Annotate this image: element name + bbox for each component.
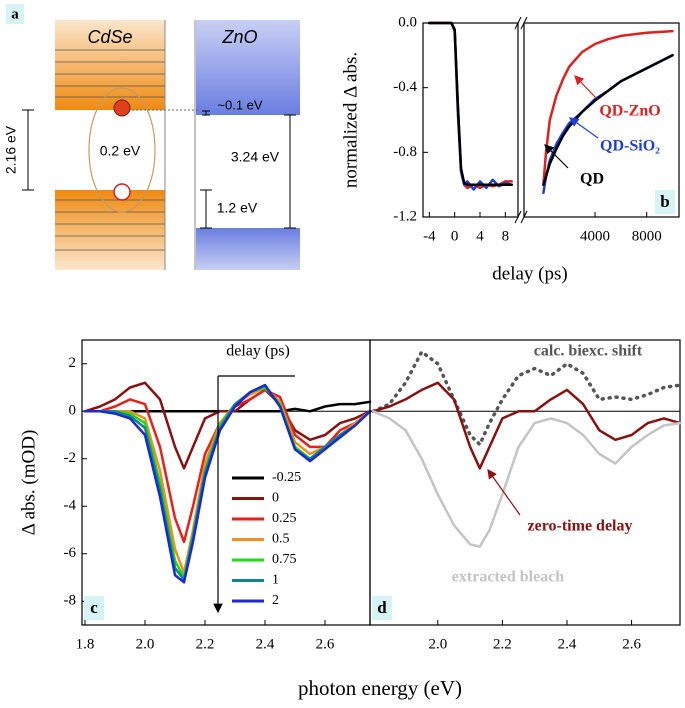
cdse-valence-band: [55, 190, 165, 270]
y-tick-label: -2: [64, 450, 77, 466]
legend-bracket: [218, 375, 295, 612]
energy-label: 2.16 eV: [3, 125, 19, 174]
y-tick-label: -1.2: [393, 208, 417, 224]
plots: 0.0 -0.4 -0.8 -1.2 -4 0 4 8 normalized Δ abs. 400…: [18, 14, 682, 700]
label-arrow: [487, 469, 521, 516]
panel-label-box: [655, 190, 675, 214]
panel-label-box: [6, 4, 24, 24]
energy-label: 3.24 eV: [231, 149, 280, 165]
y-tick-label: -4: [64, 498, 77, 514]
label-arrow: [544, 144, 569, 169]
plot-frame: [422, 22, 519, 218]
x-tick-label: 1.8: [76, 636, 95, 652]
panel-label-box: [372, 596, 392, 620]
x-tick-label: -4: [423, 228, 436, 244]
x-tick-label: 2.2: [493, 636, 512, 652]
label-arrow: [569, 117, 599, 139]
series-line: [83, 400, 372, 413]
x-tick-label: 2.0: [428, 636, 447, 652]
legend-label: 1: [272, 573, 279, 588]
label-arrow: [574, 75, 597, 99]
legend-label: 0.75: [272, 552, 297, 567]
x-tick-label: 8: [502, 228, 510, 244]
series-line: [542, 54, 674, 195]
y-tick-label: -8: [64, 593, 77, 609]
plot-frame: [369, 339, 681, 626]
plot-frame: [81, 339, 371, 626]
panel-label: b: [660, 192, 669, 211]
series-line: [83, 383, 372, 582]
x-axis-title: photon energy (eV): [298, 676, 462, 700]
series-line: [428, 21, 513, 190]
y-tick-label: -0.8: [393, 144, 417, 160]
series-line: [371, 381, 682, 470]
series-label: zero-time delay: [528, 518, 633, 535]
hole: [113, 183, 131, 201]
y-tick-label: -0.4: [393, 79, 417, 95]
x-tick-label: 2.4: [256, 636, 275, 652]
material-label: ZnO: [221, 27, 257, 47]
y-tick-label: 0.0: [398, 14, 417, 30]
x-axis-title: delay (ps): [492, 263, 567, 284]
plot-frame: [523, 22, 680, 218]
x-tick-label: 2.4: [558, 636, 577, 652]
y-axis-title: Δ abs. (mOD): [18, 430, 39, 536]
series-label: calc. biexc. shift: [534, 343, 643, 360]
legend-label: -0.25: [272, 470, 301, 485]
legend-label: 2: [272, 593, 279, 608]
series-label: QD-SiO₂: [600, 138, 660, 155]
legend-label: 0.25: [272, 511, 297, 526]
cdse-levels: [55, 49, 165, 251]
series-label: QD: [580, 171, 604, 188]
y-tick-label: 2: [69, 355, 77, 371]
series-label: extracted bleach: [452, 569, 565, 586]
x-tick-label: 4: [476, 228, 484, 244]
y-tick-label: 0: [69, 403, 77, 419]
series-line: [428, 21, 513, 191]
x-tick-label: 8000: [632, 228, 662, 244]
series-line: [542, 54, 674, 186]
panel-label: a: [11, 6, 19, 22]
panel-label: c: [90, 598, 98, 617]
panel-label-box: [84, 596, 104, 620]
brackets: [22, 109, 296, 229]
series-line: [83, 386, 372, 575]
x-tick-label: 2.0: [136, 636, 155, 652]
x-tick-label: 0: [451, 228, 459, 244]
zno-conduction-band: [196, 20, 300, 115]
series-line: [371, 350, 682, 447]
series-line: [83, 381, 372, 470]
y-tick-label: -6: [64, 545, 77, 561]
series-line: [542, 29, 674, 186]
x-tick-label: 4000: [580, 228, 610, 244]
y-axis-title: normalized Δ abs.: [340, 52, 361, 188]
series-label: QD-ZnO: [599, 103, 660, 120]
cdse-conduction-band: [55, 20, 165, 110]
legend-title: delay (ps): [226, 343, 290, 360]
axis-break: [514, 16, 528, 30]
legend-label: 0: [272, 491, 279, 506]
x-tick-label: 2.2: [196, 636, 215, 652]
axis-break: [514, 210, 528, 224]
series-line: [428, 21, 513, 186]
energy-label: 1.2 eV: [217, 200, 258, 216]
material-label: CdSe: [87, 27, 132, 47]
exciton: [88, 87, 156, 213]
energy-label: 0.2 eV: [100, 143, 141, 159]
x-tick-label: 2.6: [316, 636, 335, 652]
panel-label: d: [377, 598, 387, 617]
zno-valence-band: [196, 228, 300, 270]
x-tick-label: 2.6: [622, 636, 641, 652]
energy-label: ~0.1 eV: [217, 97, 263, 112]
series-line: [371, 410, 682, 548]
series-line: [83, 383, 372, 584]
legend-label: 0.5: [272, 532, 290, 547]
electron: [113, 99, 131, 117]
panel-a: a CdSe ZnO ~0.1 eV 2.16 eV 0.2 eV 3.24 e…: [3, 4, 300, 270]
